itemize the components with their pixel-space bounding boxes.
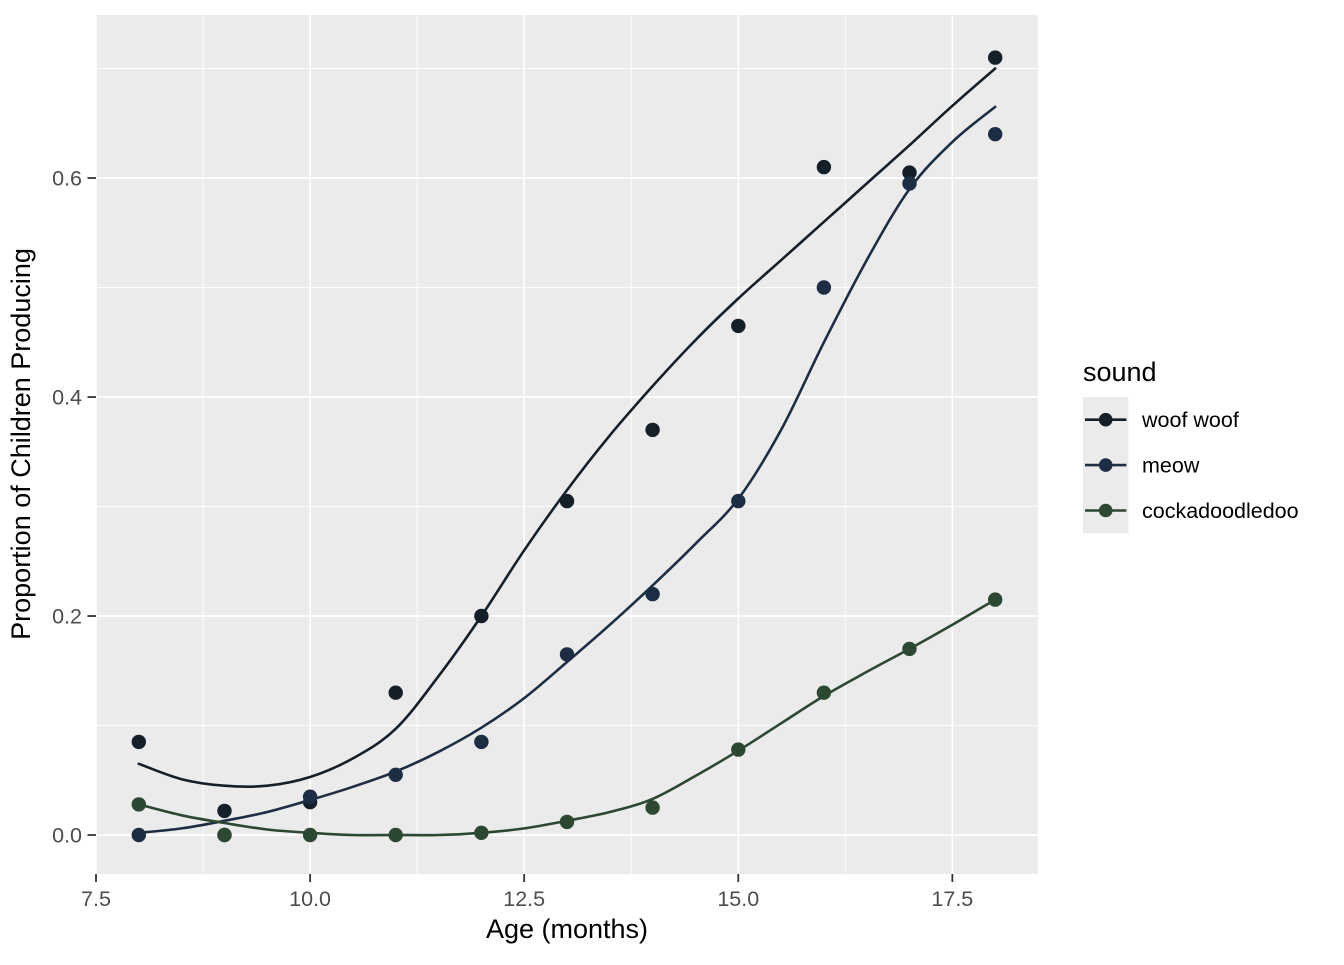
- legend-key-point: [1098, 503, 1113, 518]
- data-point-cockadoodledoo: [388, 827, 403, 843]
- x-tick-label: 17.5: [931, 887, 973, 911]
- legend-entry-cockadoodledoo: cockadoodledoo: [1083, 487, 1299, 534]
- data-point-cockadoodledoo: [816, 685, 832, 700]
- trend-line-woof-woof: [137, 67, 997, 788]
- legend-label: cockadoodledoo: [1142, 499, 1299, 523]
- data-point-meow: [302, 789, 318, 804]
- data-point-meow: [988, 127, 1003, 142]
- data-series: [131, 50, 1003, 843]
- data-point-meow: [902, 176, 917, 191]
- data-point-cockadoodledoo: [131, 797, 146, 812]
- legend-label: meow: [1142, 454, 1200, 478]
- data-point-woof-woof: [902, 165, 917, 180]
- data-point-cockadoodledoo: [217, 827, 232, 843]
- legend-title: sound: [1083, 357, 1157, 387]
- axes: 7.5 10.0 12.5 15.0 17.5 0.0 0.2 0.4 0.6: [52, 167, 973, 911]
- data-point-woof-woof: [217, 803, 232, 819]
- data-point-woof-woof: [131, 734, 146, 750]
- data-point-cockadoodledoo: [988, 592, 1003, 607]
- data-point-woof-woof: [988, 50, 1003, 65]
- legend-label: woof woof: [1141, 408, 1239, 432]
- legend: woof woof meow cockadoodledoo: [1083, 397, 1299, 534]
- legend-key-point: [1098, 412, 1113, 427]
- data-point-cockadoodledoo: [559, 814, 575, 830]
- x-tick-label: 7.5: [81, 887, 111, 911]
- x-tick-label: 15.0: [717, 887, 759, 911]
- data-point-meow: [816, 280, 832, 295]
- panel-background: [96, 15, 1038, 874]
- x-tick-label: 12.5: [503, 887, 545, 911]
- data-point-cockadoodledoo: [302, 827, 318, 843]
- data-point-cockadoodledoo: [474, 825, 489, 840]
- data-point-meow: [131, 827, 146, 843]
- data-point-meow: [559, 647, 575, 662]
- data-point-woof-woof: [388, 685, 403, 700]
- x-tick-label: 10.0: [289, 887, 331, 911]
- y-tick-label: 0.6: [52, 167, 82, 191]
- data-point-meow: [388, 767, 403, 782]
- legend-entry-woof-woof: woof woof: [1083, 397, 1239, 443]
- data-point-woof-woof: [645, 422, 660, 438]
- data-point-cockadoodledoo: [902, 641, 917, 657]
- data-point-cockadoodledoo: [731, 742, 746, 757]
- data-point-woof-woof: [474, 608, 489, 624]
- y-tick-label: 0.0: [52, 824, 82, 848]
- data-point-cockadoodledoo: [645, 800, 660, 815]
- trend-line-meow: [137, 105, 997, 835]
- data-point-meow: [645, 586, 660, 602]
- x-axis-title: Age (months): [486, 914, 648, 944]
- y-axis-title: Proportion of Children Producing: [6, 248, 36, 640]
- data-point-woof-woof: [559, 493, 575, 509]
- data-point-meow: [474, 734, 489, 750]
- y-tick-label: 0.4: [52, 386, 82, 410]
- data-point-woof-woof: [731, 318, 746, 334]
- plot-panel: [96, 15, 1038, 874]
- y-tick-label: 0.2: [52, 605, 82, 629]
- data-point-woof-woof: [816, 159, 832, 175]
- data-point-meow: [731, 493, 746, 509]
- legend-entry-meow: meow: [1083, 442, 1200, 488]
- legend-key-point: [1098, 458, 1113, 472]
